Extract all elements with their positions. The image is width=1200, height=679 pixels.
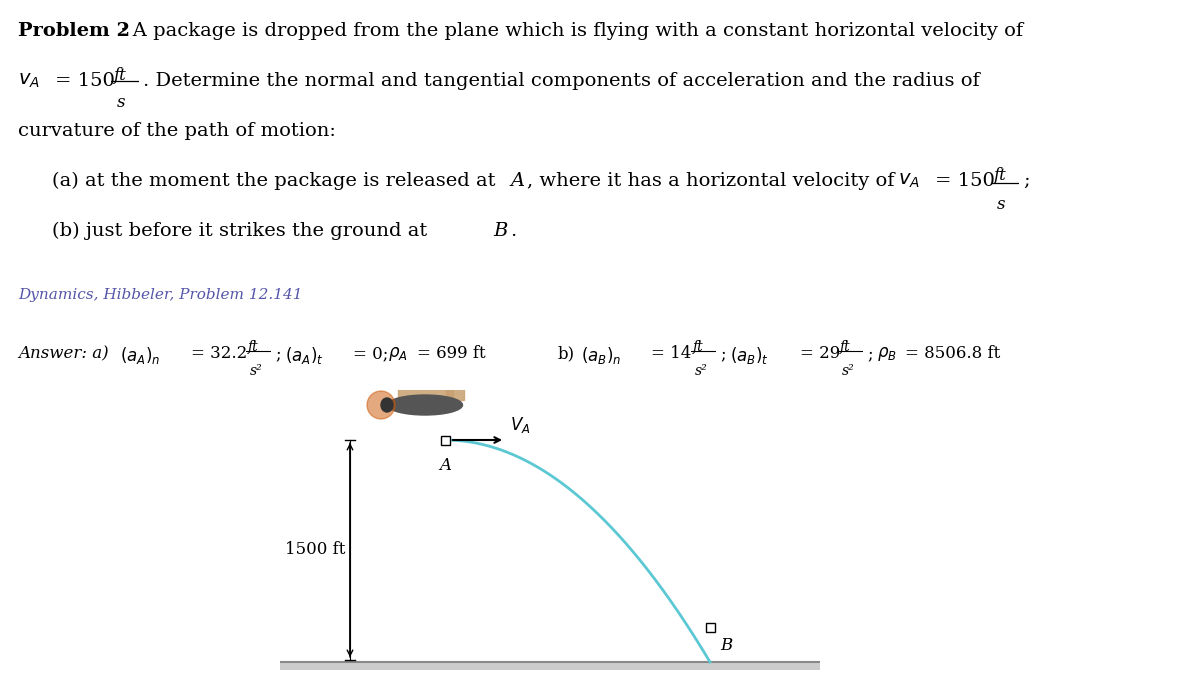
Text: , where it has a horizontal velocity of: , where it has a horizontal velocity of bbox=[527, 172, 901, 190]
Text: = 699 ft: = 699 ft bbox=[418, 345, 486, 362]
Text: A: A bbox=[510, 172, 524, 190]
Text: B: B bbox=[720, 637, 732, 654]
Circle shape bbox=[367, 391, 395, 419]
Text: Problem 2: Problem 2 bbox=[18, 22, 130, 40]
Ellipse shape bbox=[382, 398, 394, 412]
Text: $V_A$: $V_A$ bbox=[510, 415, 530, 435]
Text: ft: ft bbox=[248, 340, 259, 354]
Text: $v_A$: $v_A$ bbox=[18, 72, 40, 90]
Ellipse shape bbox=[388, 395, 462, 415]
Text: = 0;: = 0; bbox=[353, 345, 389, 362]
Text: $\rho_B$: $\rho_B$ bbox=[877, 345, 896, 363]
Text: s²: s² bbox=[695, 364, 708, 378]
Text: s: s bbox=[118, 94, 126, 111]
Text: : A package is dropped from the plane which is flying with a constant horizontal: : A package is dropped from the plane wh… bbox=[120, 22, 1024, 40]
Text: = 29: = 29 bbox=[800, 345, 840, 362]
Text: = 150: = 150 bbox=[55, 72, 115, 90]
Text: ;: ; bbox=[866, 345, 872, 362]
Text: $v_A$: $v_A$ bbox=[898, 172, 920, 190]
Text: 1500 ft: 1500 ft bbox=[286, 541, 346, 559]
Text: ft: ft bbox=[840, 340, 851, 354]
Text: s²: s² bbox=[250, 364, 263, 378]
Text: (a) at the moment the package is released at: (a) at the moment the package is release… bbox=[52, 172, 502, 190]
Text: ft: ft bbox=[113, 67, 126, 84]
Text: $(a_A)_n$: $(a_A)_n$ bbox=[120, 345, 161, 366]
Text: (b) just before it strikes the ground at: (b) just before it strikes the ground at bbox=[52, 222, 433, 240]
Text: = 14: = 14 bbox=[650, 345, 691, 362]
Text: = 8506.8 ft: = 8506.8 ft bbox=[905, 345, 1001, 362]
Bar bbox=[706, 623, 714, 632]
FancyArrow shape bbox=[446, 386, 464, 400]
Bar bbox=[440, 435, 450, 445]
Text: = 32.2: = 32.2 bbox=[191, 345, 247, 362]
Text: Answer: a): Answer: a) bbox=[18, 345, 109, 362]
Text: A: A bbox=[439, 456, 451, 473]
Text: $(a_A)_t$: $(a_A)_t$ bbox=[286, 345, 324, 366]
Text: curvature of the path of motion:: curvature of the path of motion: bbox=[18, 122, 336, 140]
Text: s²: s² bbox=[842, 364, 854, 378]
Text: ;: ; bbox=[275, 345, 281, 362]
Text: B: B bbox=[493, 222, 508, 240]
Text: $(a_B)_n$: $(a_B)_n$ bbox=[581, 345, 622, 366]
FancyArrow shape bbox=[397, 375, 452, 400]
Text: b): b) bbox=[558, 345, 575, 362]
Text: $\rho_A$: $\rho_A$ bbox=[388, 345, 408, 363]
Text: ;: ; bbox=[720, 345, 726, 362]
Text: . Determine the normal and tangential components of acceleration and the radius : . Determine the normal and tangential co… bbox=[143, 72, 979, 90]
Text: ft: ft bbox=[994, 167, 1006, 184]
Text: $(a_B)_t$: $(a_B)_t$ bbox=[730, 345, 769, 366]
Text: Dynamics, Hibbeler, Problem 12.141: Dynamics, Hibbeler, Problem 12.141 bbox=[18, 288, 302, 302]
Text: s: s bbox=[997, 196, 1006, 213]
Text: ;: ; bbox=[1022, 172, 1030, 190]
Text: ft: ft bbox=[694, 340, 703, 354]
Bar bbox=[280, 662, 820, 670]
Text: .: . bbox=[510, 222, 516, 240]
Text: = 150: = 150 bbox=[935, 172, 995, 190]
